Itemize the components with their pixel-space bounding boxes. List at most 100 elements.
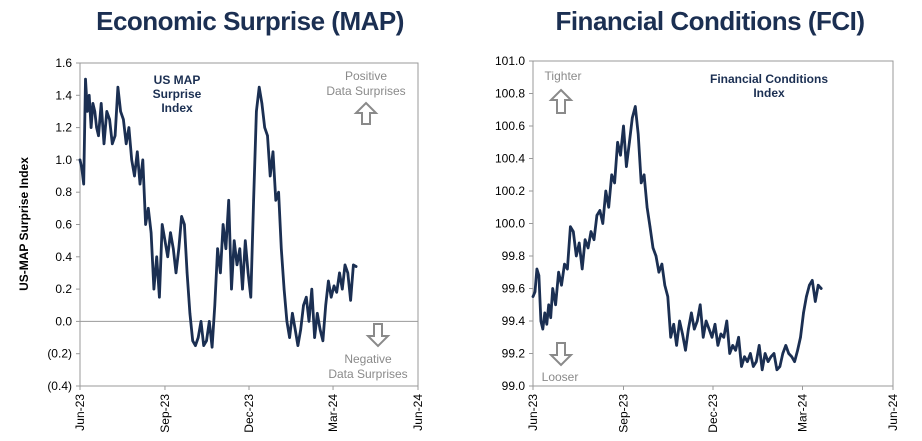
y-tick-label: 99.8	[502, 249, 526, 263]
data-point	[130, 158, 133, 162]
data-point	[246, 271, 250, 275]
data-point	[595, 214, 599, 217]
data-point	[811, 279, 814, 282]
data-point	[702, 336, 705, 339]
data-point	[133, 174, 136, 178]
data-point	[713, 323, 717, 326]
data-point	[613, 181, 616, 185]
data-point	[274, 199, 277, 202]
data-point	[799, 336, 802, 339]
data-point	[793, 360, 796, 363]
x-tick-label: Jun-23	[526, 394, 540, 431]
data-point	[805, 295, 808, 298]
data-point	[341, 287, 344, 291]
left-negative-label-line-2: Data Surprises	[328, 367, 407, 381]
data-point	[601, 222, 604, 225]
right-chart: 99.0 99.2 99.4 99.6 99.8 100.0 100.2 100.4 100.6…	[495, 54, 900, 433]
data-point	[537, 274, 541, 277]
data-point	[230, 287, 233, 291]
data-point	[575, 254, 578, 258]
data-point	[820, 287, 823, 290]
data-point	[227, 199, 230, 202]
x-tick-label: Mar-24	[326, 394, 340, 432]
y-tick-label: 0.0	[55, 314, 72, 328]
data-point	[663, 284, 666, 287]
data-point	[734, 349, 737, 352]
data-point	[728, 352, 731, 355]
data-point	[678, 319, 681, 323]
right-chart-title: Financial Conditions (FCI)	[555, 6, 865, 36]
data-point	[746, 360, 749, 363]
data-point	[221, 223, 225, 226]
data-point	[737, 336, 740, 339]
x-tick-label: Sep-23	[158, 394, 172, 433]
data-point	[235, 263, 239, 267]
data-point	[194, 344, 197, 347]
data-point	[589, 230, 593, 233]
data-point	[335, 291, 338, 294]
data-point	[327, 279, 330, 283]
data-point	[136, 150, 139, 153]
data-point	[787, 352, 790, 355]
data-point	[213, 304, 216, 307]
right-series-label-line-1: Financial Conditions	[710, 72, 828, 86]
y-tick-label: 1.4	[55, 88, 72, 102]
data-point	[699, 303, 702, 306]
data-point	[549, 316, 552, 319]
data-point	[249, 296, 252, 299]
data-point	[690, 311, 693, 315]
data-point	[316, 312, 319, 315]
data-point	[631, 116, 634, 120]
data-point	[547, 303, 550, 306]
right-tighter-label: Tighter	[545, 69, 582, 83]
data-point	[610, 173, 613, 176]
y-tick-label: 100.2	[495, 184, 525, 198]
data-point	[205, 339, 208, 342]
data-point	[758, 344, 761, 347]
data-point	[541, 327, 544, 331]
data-point	[660, 262, 664, 266]
data-point	[255, 110, 258, 113]
data-point	[116, 86, 120, 89]
data-point	[307, 320, 311, 323]
data-point	[294, 328, 297, 331]
data-point	[305, 296, 308, 299]
data-point	[802, 311, 805, 315]
data-point	[166, 255, 169, 258]
data-point	[177, 247, 180, 250]
data-point	[97, 134, 100, 137]
y-tick-label: 0.4	[55, 250, 72, 264]
data-point	[172, 247, 175, 250]
y-tick-label: 100.4	[495, 152, 525, 166]
data-point	[185, 271, 189, 275]
data-point	[761, 368, 764, 371]
data-point	[654, 254, 658, 258]
data-point	[628, 141, 631, 144]
data-point	[310, 287, 313, 291]
y-tick-label: 100.0	[495, 217, 525, 231]
data-point	[640, 181, 643, 185]
y-tick-label: 99.0	[502, 379, 526, 393]
data-point	[282, 287, 286, 291]
data-point	[755, 360, 758, 363]
y-tick-label: 0.6	[55, 218, 72, 232]
y-tick-label: 99.2	[502, 347, 526, 361]
data-point	[716, 344, 720, 347]
series-line	[531, 105, 823, 372]
left-chart-title: Economic Surprise (MAP)	[96, 6, 404, 36]
data-point	[560, 284, 563, 287]
data-point	[569, 225, 572, 228]
data-point	[533, 290, 537, 293]
data-point	[202, 344, 205, 347]
data-point	[169, 231, 172, 234]
up-arrow-icon	[548, 88, 574, 114]
data-point	[666, 295, 669, 298]
down-arrow-icon	[548, 342, 574, 367]
y-tick-label: 99.4	[502, 314, 526, 328]
data-point	[557, 271, 560, 274]
data-point	[352, 263, 355, 267]
data-point	[586, 246, 590, 250]
data-point	[269, 174, 272, 178]
data-point	[266, 134, 269, 137]
data-point	[657, 271, 661, 274]
